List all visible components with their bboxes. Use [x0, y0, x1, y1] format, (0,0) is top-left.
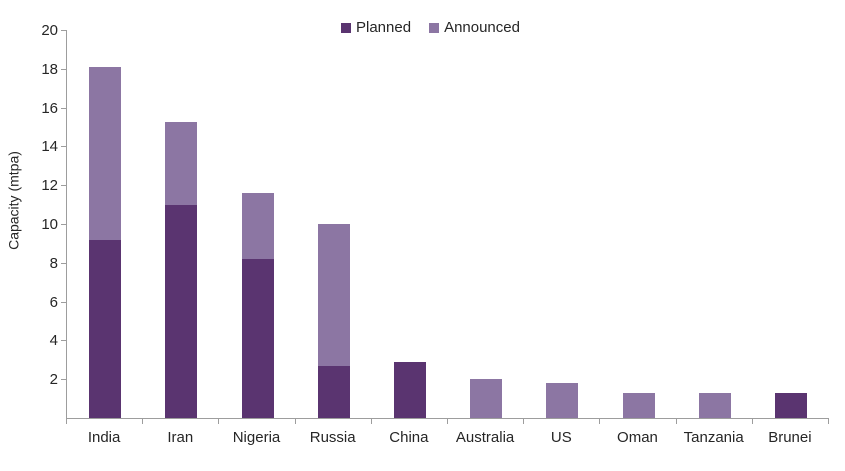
y-tick-label: 12: [41, 177, 58, 195]
bar-segment-announced-india: [89, 67, 121, 240]
bar-segment-planned-brunei: [775, 393, 807, 418]
y-tick-label: 16: [41, 99, 58, 117]
x-category-label: US: [550, 429, 572, 446]
bar-segment-planned-india: [89, 240, 121, 418]
x-tick-mark: [218, 419, 219, 424]
bar-segment-announced-oman: [623, 393, 655, 418]
y-tick-mark: [61, 340, 66, 342]
y-tick-label: 18: [41, 60, 58, 78]
bar-segment-announced-nigeria: [242, 193, 274, 259]
y-tick-label: 2: [49, 371, 58, 389]
y-tick-label: 4: [49, 332, 58, 350]
x-tick-mark: [599, 419, 600, 424]
x-category-label: Nigeria: [232, 429, 281, 446]
x-category-label: India: [87, 429, 121, 446]
y-tick-mark: [61, 301, 66, 303]
x-tick-mark: [371, 419, 372, 424]
bar-segment-announced-russia: [318, 224, 350, 366]
x-tick-mark: [142, 419, 143, 424]
legend-swatch-planned-icon: [341, 23, 351, 33]
bar-segment-planned-russia: [318, 366, 350, 418]
y-tick-mark: [61, 146, 66, 148]
x-tick-mark: [66, 419, 67, 424]
y-tick-mark: [61, 224, 66, 225]
bar-segment-announced-us: [546, 383, 578, 418]
x-category-label: Tanzania: [683, 429, 744, 446]
x-category-label: China: [389, 429, 429, 446]
y-tick-label: 10: [41, 216, 58, 233]
y-tick-mark: [61, 185, 66, 187]
x-category-label: Oman: [617, 429, 658, 446]
y-tick-mark: [61, 30, 66, 31]
bar-segment-planned-china: [394, 362, 426, 418]
x-category-label: Russia: [309, 429, 356, 446]
y-tick-mark: [61, 68, 66, 70]
legend-label-announced: Announced: [444, 19, 520, 36]
y-tick-label: 20: [41, 22, 58, 39]
legend-label-planned: Planned: [356, 19, 412, 36]
x-category-label: Brunei: [768, 429, 812, 446]
x-category-label: Iran: [167, 429, 194, 446]
bar-segment-announced-iran: [165, 122, 197, 205]
bar-segment-announced-australia: [470, 379, 502, 418]
x-tick-mark: [752, 419, 753, 424]
plot-area: [66, 30, 829, 419]
y-tick-mark: [61, 107, 66, 109]
x-category-label: Australia: [455, 429, 515, 446]
x-tick-mark: [828, 419, 829, 424]
x-tick-mark: [447, 419, 448, 424]
y-tick-label: 6: [49, 293, 58, 311]
legend-item-planned: Planned: [341, 20, 411, 36]
x-tick-mark: [676, 419, 677, 424]
legend-item-announced: Announced: [429, 20, 520, 36]
legend-swatch-announced-icon: [429, 23, 440, 33]
bar-segment-planned-iran: [165, 205, 197, 418]
y-tick-label: 8: [49, 254, 58, 272]
y-axis-title: Capacity (mtpa): [5, 151, 22, 250]
x-tick-mark: [295, 419, 296, 424]
x-tick-mark: [523, 419, 524, 424]
bar-segment-planned-nigeria: [242, 259, 274, 418]
y-tick-label: 14: [41, 138, 58, 156]
bar-segment-announced-tanzania: [699, 393, 731, 418]
y-tick-mark: [61, 262, 66, 264]
y-tick-mark: [61, 379, 66, 381]
legend: Planned Announced: [341, 20, 520, 36]
